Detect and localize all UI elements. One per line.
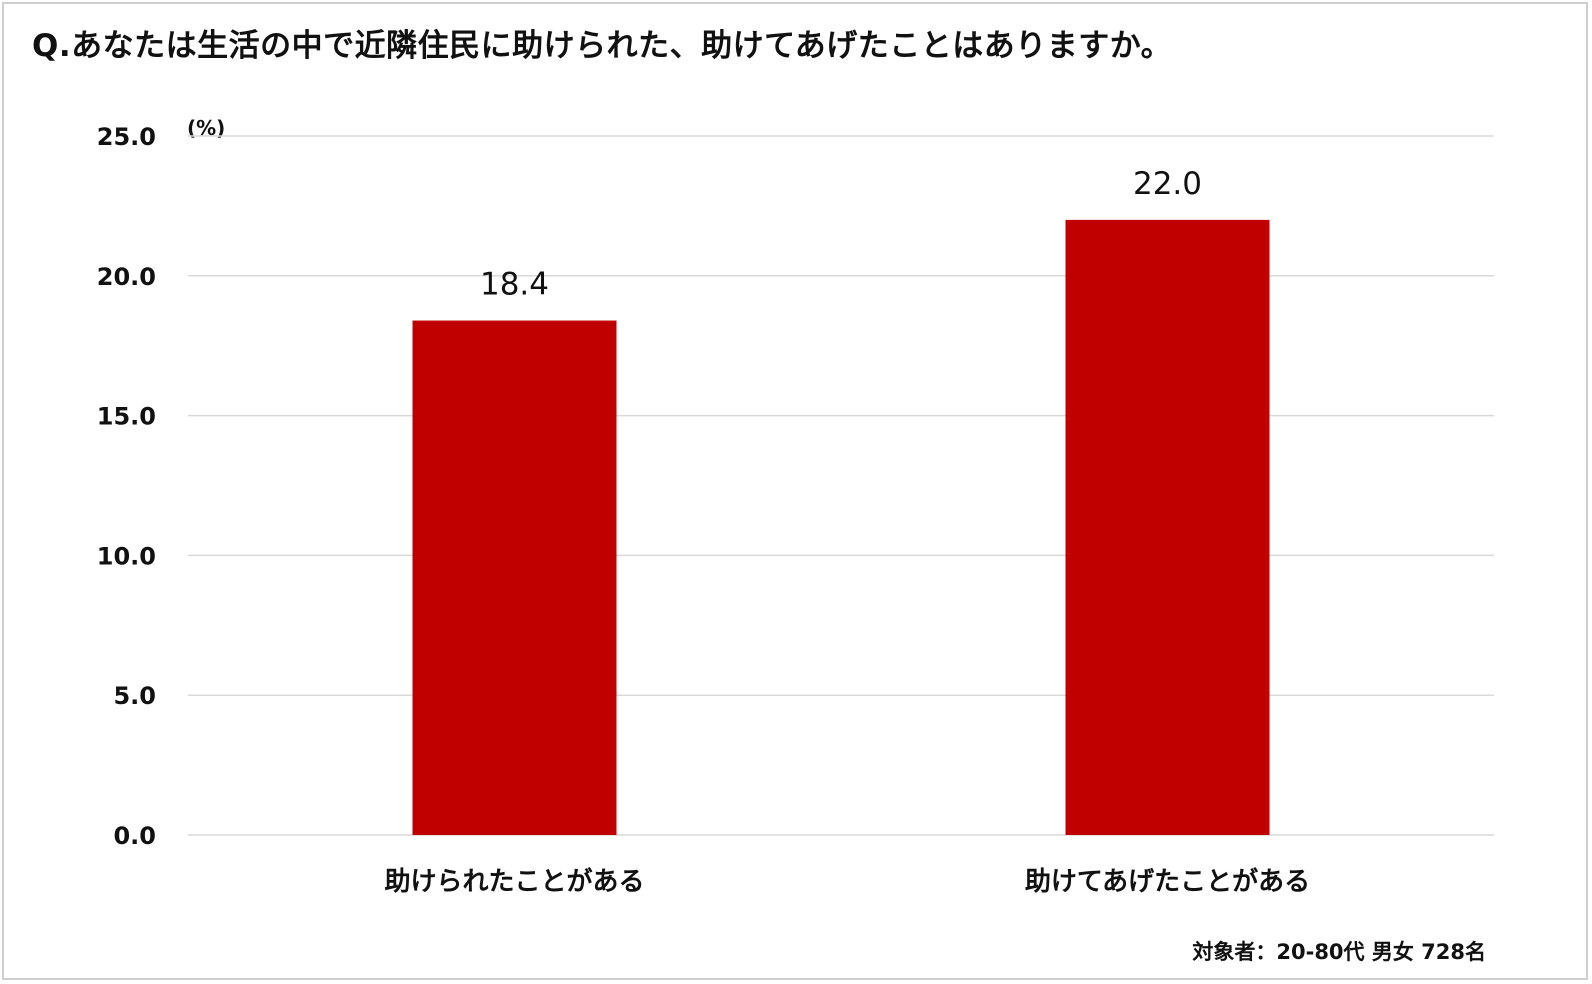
y-tick-labels: 0.0 5.0 10.0 15.0 20.0 25.0 xyxy=(97,123,156,850)
y-tick-label-1: 5.0 xyxy=(113,682,156,710)
bar-0 xyxy=(412,320,617,835)
data-label-0: 18.4 xyxy=(480,267,549,303)
bar-1 xyxy=(1065,219,1270,835)
gridlines xyxy=(188,135,1494,836)
category-label-1: 助けてあげたことがある xyxy=(1025,866,1310,897)
y-tick-label-3: 15.0 xyxy=(97,403,156,431)
chart-title: Q.あなたは生活の中で近隣住民に助けられた、助けてあげたことはありますか。 xyxy=(32,28,1173,64)
data-label-1: 22.0 xyxy=(1133,166,1202,202)
y-tick-label-2: 10.0 xyxy=(97,542,156,570)
respondents-note: 対象者：20-80代 男女 728名 xyxy=(1192,940,1486,964)
y-tick-label-0: 0.0 xyxy=(113,822,156,850)
category-labels: 助けられたことがある 助けてあげたことがある xyxy=(384,866,1310,897)
category-label-0: 助けられたことがある xyxy=(384,866,644,897)
bars xyxy=(412,219,1270,835)
data-labels: 18.4 22.0 xyxy=(480,166,1202,303)
y-tick-label-5: 25.0 xyxy=(97,123,156,151)
y-tick-label-4: 20.0 xyxy=(97,263,156,291)
